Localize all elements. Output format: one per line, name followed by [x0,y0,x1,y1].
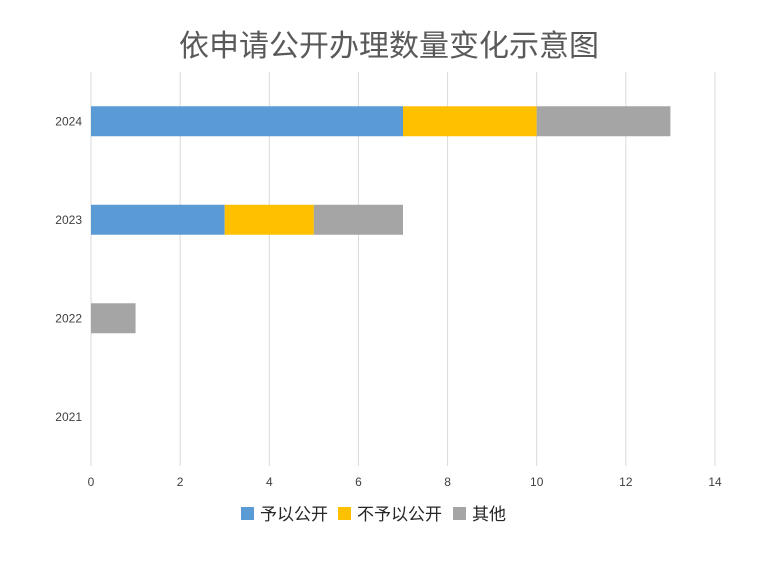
chart-title: 依申请公开办理数量变化示意图 [179,29,599,64]
bar-2024-series-2 [536,106,671,137]
bar-2024-series-0 [91,106,403,137]
bar-2024-series-1 [403,106,537,137]
legend-label-0: 予以公开 [260,505,328,525]
x-tick-label-2: 2 [177,475,184,489]
y-tick-label-2024: 2024 [55,114,82,128]
x-tick-label-6: 6 [355,475,362,489]
legend-label-1: 不予以公开 [357,505,442,525]
legend-swatch-1 [338,507,351,520]
gridlines [90,72,716,466]
x-tick-label-12: 12 [619,475,633,489]
y-tick-label-2021: 2021 [55,410,82,424]
bar-2022-series-2 [91,303,136,334]
legend-swatch-0 [241,507,254,520]
x-tick-label-14: 14 [708,475,722,489]
x-tick-label-8: 8 [444,475,451,489]
x-tick-label-4: 4 [266,475,273,489]
bar-2023-series-0 [91,204,225,235]
value-axis-labels: 0 2 4 6 8 10 12 14 [88,475,722,489]
bars [91,106,671,334]
legend: 予以公开 不予以公开 其他 [241,505,506,525]
legend-label-2: 其他 [472,505,506,525]
legend-swatch-2 [453,507,466,520]
x-tick-label-10: 10 [530,475,544,489]
bar-2023-series-1 [224,204,314,235]
x-tick-label-0: 0 [88,475,95,489]
y-tick-label-2022: 2022 [55,311,82,325]
bar-2023-series-2 [313,204,403,235]
category-axis-labels: 2024 2023 2022 2021 [55,114,82,424]
y-tick-label-2023: 2023 [55,213,82,227]
